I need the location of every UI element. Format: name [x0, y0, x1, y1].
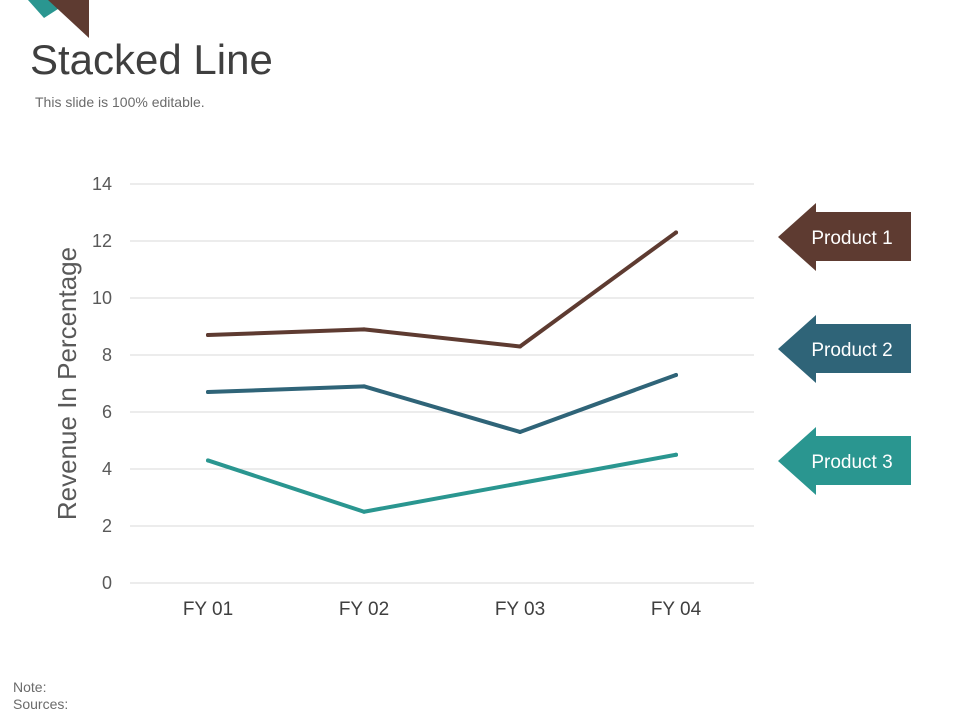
y-tick-label: 14: [92, 174, 112, 194]
legend-tag-3: [778, 427, 911, 495]
x-tick-label: FY 01: [183, 599, 233, 620]
data-point: [674, 452, 678, 457]
sources-label: Sources:: [13, 696, 69, 712]
legend-label: Product 1: [811, 228, 892, 249]
data-point: [674, 372, 678, 377]
series-line-2: [206, 372, 678, 434]
series-line-1: [206, 230, 678, 349]
note-label: Note:: [13, 679, 47, 695]
data-point: [518, 481, 522, 486]
y-tick-label: 6: [102, 402, 112, 422]
data-point: [674, 230, 678, 235]
legend-tag-1: [778, 203, 911, 271]
x-tick-label: FY 03: [495, 599, 545, 620]
y-tick-label: 2: [102, 516, 112, 536]
data-point: [518, 344, 522, 349]
data-point: [518, 429, 522, 434]
legend-tag-2: [778, 315, 911, 383]
y-tick-label: 8: [102, 345, 112, 365]
slide-subtitle: This slide is 100% editable.: [35, 94, 205, 110]
data-point: [362, 509, 366, 514]
x-tick-label: FY 02: [339, 599, 389, 620]
footnote: Note: Sources:: [13, 679, 68, 713]
y-axis-label: Revenue In Percentage: [52, 247, 82, 520]
slide-title: Stacked Line: [30, 36, 273, 83]
data-point: [206, 458, 210, 463]
corner-ribbon-decoration: [28, 0, 89, 38]
data-point: [362, 384, 366, 389]
y-tick-label: 4: [102, 459, 112, 479]
y-tick-label: 0: [102, 573, 112, 593]
data-point: [206, 390, 210, 395]
legend-label: Product 2: [811, 340, 892, 361]
y-tick-label: 10: [92, 288, 112, 308]
series-line-3: [206, 452, 678, 514]
y-tick-label: 12: [92, 231, 112, 251]
data-point: [362, 327, 366, 332]
data-point: [206, 333, 210, 338]
x-tick-label: FY 04: [651, 599, 702, 620]
legend-label: Product 3: [811, 452, 892, 473]
